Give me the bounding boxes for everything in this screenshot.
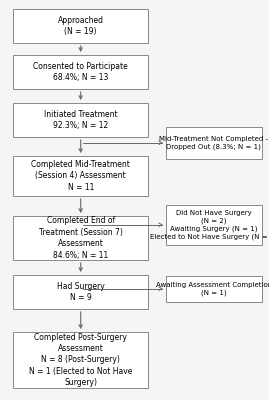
Bar [13,103,148,137]
Bar [166,127,261,159]
Bar [166,205,261,245]
Bar [13,275,148,309]
Bar [13,332,148,388]
Bar [13,9,148,43]
Text: Initiated Treatment
92.3%; N = 12: Initiated Treatment 92.3%; N = 12 [44,110,118,130]
Text: Mid-Treatment Not Completed -
Dropped Out (8.3%; N = 1): Mid-Treatment Not Completed - Dropped Ou… [159,136,268,150]
Text: Awaiting Assessment Completion
(N = 1): Awaiting Assessment Completion (N = 1) [156,282,269,296]
Text: Had Surgery
N = 9: Had Surgery N = 9 [57,282,105,302]
Bar [13,55,148,89]
Text: Approached
(N = 19): Approached (N = 19) [58,16,104,36]
Text: Completed End of
Treatment (Session 7)
Assessment
84.6%; N = 11: Completed End of Treatment (Session 7) A… [39,216,123,260]
Bar [13,216,148,260]
Text: Consented to Participate
68.4%; N = 13: Consented to Participate 68.4%; N = 13 [33,62,128,82]
Bar [13,156,148,196]
Bar [166,276,261,302]
Text: Completed Post-Surgery
Assessment
N = 8 (Post-Surgery)
N = 1 (Elected to Not Hav: Completed Post-Surgery Assessment N = 8 … [29,333,132,387]
Text: Did Not Have Surgery
(N = 2)
Awaiting Surgery (N = 1)
Elected to Not Have Surger: Did Not Have Surgery (N = 2) Awaiting Su… [150,210,269,240]
Text: Completed Mid-Treatment
(Session 4) Assessment
N = 11: Completed Mid-Treatment (Session 4) Asse… [31,160,130,192]
